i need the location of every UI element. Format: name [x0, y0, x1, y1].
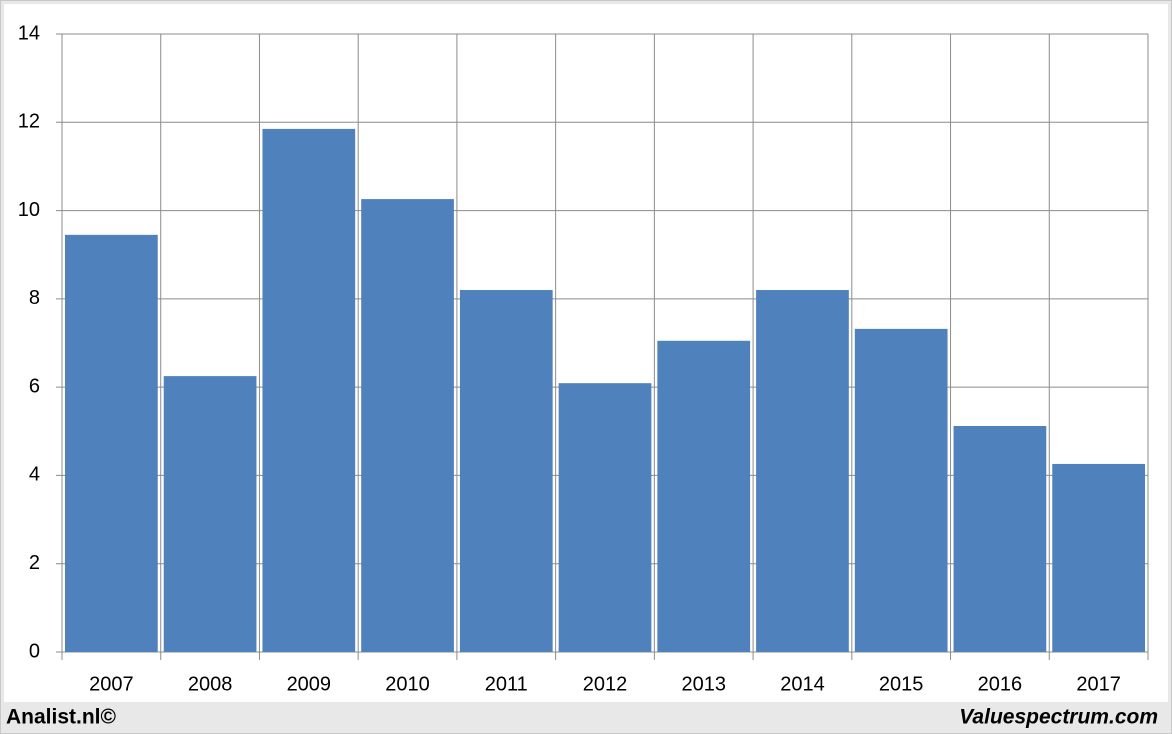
x-tick-label: 2014: [780, 673, 825, 695]
footer-left: Analist.nl©: [6, 706, 117, 729]
y-tick-label: 12: [18, 111, 40, 133]
x-tick-label: 2009: [287, 673, 332, 695]
bar: [756, 290, 849, 652]
x-tick-label: 2007: [89, 673, 134, 695]
bar: [65, 234, 158, 652]
y-tick-label: 10: [18, 199, 40, 221]
bar: [1052, 463, 1145, 652]
bar: [262, 128, 356, 652]
x-tick-label: 2017: [1076, 673, 1121, 695]
y-tick-label: 0: [29, 640, 40, 662]
bar: [854, 328, 948, 652]
y-tick-label: 14: [18, 22, 40, 44]
x-tick-label: 2015: [879, 673, 924, 695]
bar: [459, 290, 553, 652]
bar: [558, 383, 652, 652]
footer-right: Valuespectrum.com: [959, 706, 1158, 729]
x-tick-label: 2008: [188, 673, 233, 695]
x-tick-label: 2011: [485, 673, 528, 695]
bar: [361, 199, 454, 652]
x-tick-label: 2010: [385, 673, 430, 695]
y-tick-label: 6: [29, 375, 40, 397]
y-tick-label: 4: [29, 464, 40, 486]
bar: [953, 425, 1047, 652]
x-tick-label: 2016: [978, 673, 1023, 695]
x-tick-label: 2012: [583, 673, 628, 695]
x-tick-label: 2013: [681, 673, 726, 695]
y-tick-label: 8: [29, 287, 40, 309]
bar: [657, 340, 751, 652]
bar: [163, 376, 257, 652]
y-tick-label: 2: [29, 552, 40, 574]
